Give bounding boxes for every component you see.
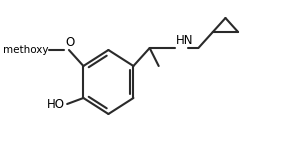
Text: HO: HO	[47, 98, 65, 111]
Text: O: O	[65, 36, 75, 49]
Text: methoxy: methoxy	[3, 45, 48, 55]
Text: HN: HN	[176, 34, 193, 47]
